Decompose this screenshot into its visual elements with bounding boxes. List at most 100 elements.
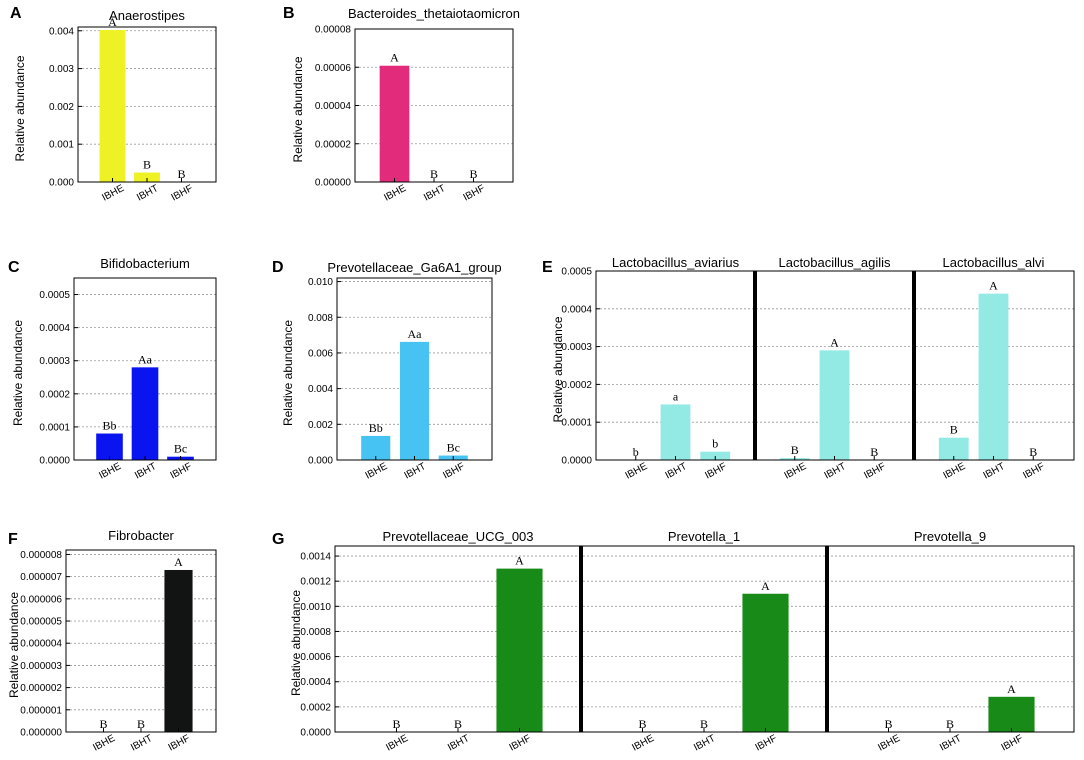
panel-e: E Relative abundance 0.0000 0.0001 0.0002 0.0… [542,255,1075,482]
y-tick-label: 0.000008 [20,550,62,561]
x-tick-label: IBHF [862,461,887,481]
x-tick-label: IBHE [97,461,123,482]
y-tick-label: 0.0001 [39,422,70,433]
significance-label: B [177,167,185,181]
plot-frame [77,26,217,183]
y-axis-label: Relative abundance [291,56,305,162]
bar-ibht [399,341,430,460]
x-tick-label: IBHF [170,183,195,203]
facet-title: Anaerostipes [109,8,185,23]
y-tick-label: 0.0006 [300,652,331,663]
y-axis-label: Relative abundance [7,592,21,698]
x-tick-label: IBHT [422,183,447,203]
significance-label: B [454,717,462,731]
significance-label: B [137,717,145,731]
significance-label: B [1029,445,1037,459]
significance-label: B [143,158,151,172]
x-tick-label: IBHF [167,733,192,753]
x-tick-label: IBHT [823,461,848,481]
bar-ibht [134,172,160,182]
bar-ibht [660,404,691,460]
significance-label: B [392,717,400,731]
plot-frame [336,277,493,461]
bar-ibhf [164,569,193,732]
significance-label: B [870,445,878,459]
significance-label: A [989,279,998,293]
x-tick-label: IBHT [664,461,689,481]
x-tick-label: IBHF [441,461,466,481]
plot-frame [354,28,514,183]
x-tick-label: IBHT [692,733,717,753]
y-tick-label: 0.0005 [39,290,70,301]
panel-b: B Relative abundance 0.00000 0.00002 0.00004… [283,5,520,204]
panel-letter: G [272,531,284,548]
panel-f: F Relative abundance 0.000000 0.000001 0.000… [7,528,217,754]
significance-label: A [390,51,399,65]
bar-ibht [131,367,159,460]
y-tick-label: 0.00006 [315,63,352,74]
facet-title: Bifidobacterium [100,256,190,271]
x-tick-label: IBHE [91,733,117,754]
y-tick-label: 0.004 [49,26,74,37]
y-tick-label: 0.000001 [20,705,62,716]
y-tick-label: 0.00000 [315,178,352,189]
y-tick-label: 0.00002 [315,139,352,150]
significance-label: B [950,423,958,437]
significance-label: B [700,717,708,731]
y-tick-label: 0.003 [49,64,74,75]
significance-label: B [638,717,646,731]
facet-title: Prevotella_9 [914,529,986,544]
plot-frame [65,549,217,733]
y-tick-label: 0.0003 [561,342,592,353]
y-tick-label: 0.000005 [20,617,62,628]
significance-label: A [108,15,117,29]
y-tick-label: 0.000003 [20,661,62,672]
significance-label: Aa [138,352,153,366]
x-tick-label: IBHE [364,461,390,482]
y-tick-label: 0.0002 [561,380,592,391]
y-tick-label: 0.0000 [561,456,592,467]
y-tick-label: 0.0014 [300,552,331,563]
bar-ibhe [938,437,969,460]
panel-letter: B [283,5,295,22]
y-axis-label: Relative abundance [11,320,25,426]
bar-ibht [819,350,850,460]
significance-label: B [469,167,477,181]
y-tick-label: 0.0010 [300,602,331,613]
bar-ibht [978,293,1009,460]
y-tick-label: 0.000004 [20,639,62,650]
facet-title: Fibrobacter [108,528,174,543]
y-tick-label: 0.0004 [300,677,331,688]
bar-ibhf [700,451,731,460]
facet-title: Lactobacillus_aviarius [612,255,740,270]
significance-label: Bb [369,421,383,435]
y-tick-label: 0.008 [308,313,333,324]
bar-ibhe [379,65,410,182]
significance-label: B [430,167,438,181]
y-tick-label: 0.006 [308,348,333,359]
y-tick-label: 0.004 [308,384,333,395]
x-tick-label: IBHE [630,733,656,754]
x-tick-label: IBHF [1000,733,1025,753]
y-tick-label: 0.0000 [300,728,331,739]
plot-frame [334,545,1075,733]
significance-label: B [791,443,799,457]
significance-label: b [712,437,718,451]
bar-ibhe [96,433,123,460]
plot-frame [73,277,217,461]
y-tick-label: 0.001 [49,140,74,151]
y-tick-label: 0.00004 [315,101,352,112]
x-tick-label: IBHT [133,461,158,481]
y-tick-label: 0.000 [49,178,74,189]
y-tick-label: 0.0004 [39,323,70,334]
significance-label: B [99,717,107,731]
x-tick-label: IBHT [135,183,160,203]
facet-title: Prevotellaceae_Ga6A1_group [327,260,501,275]
y-tick-label: 0.0004 [561,304,592,315]
panel-a: A Relative abundance 0.000 0.001 0.002 0.003 0… [10,5,217,204]
significance-label: b [633,445,639,459]
facet-title: Lactobacillus_alvi [943,255,1045,270]
y-tick-label: 0.0008 [300,627,331,638]
x-tick-label: IBHF [754,733,779,753]
bar-ibhe [99,30,126,183]
